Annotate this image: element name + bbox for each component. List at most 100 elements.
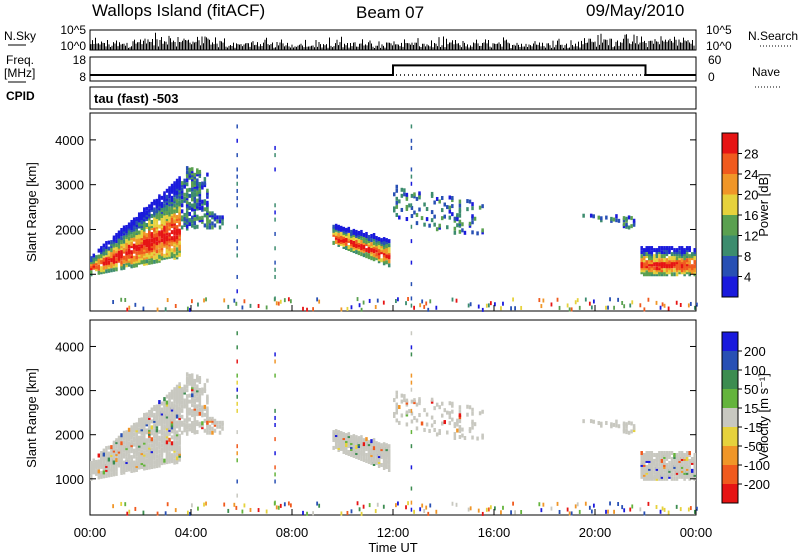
scatter-cell bbox=[655, 505, 658, 510]
scatter-cell bbox=[574, 300, 577, 305]
scatter-cell bbox=[211, 426, 214, 431]
scatter-cell bbox=[203, 183, 207, 188]
scatter-cell bbox=[175, 178, 179, 183]
scatter-cell bbox=[127, 240, 131, 245]
scatter-cell bbox=[158, 244, 161, 249]
scatter-cell bbox=[150, 250, 154, 255]
scatter-cell bbox=[165, 247, 169, 252]
scatter-cell bbox=[387, 251, 391, 256]
scatter-cell bbox=[566, 303, 569, 308]
scatter-cell bbox=[105, 461, 108, 466]
scatter-cell bbox=[385, 250, 388, 255]
scatter-cell bbox=[385, 244, 388, 249]
scatter-cell bbox=[648, 262, 651, 267]
scatter-cell bbox=[158, 232, 161, 237]
scatter-cell bbox=[653, 474, 656, 479]
scatter-cell bbox=[173, 434, 176, 439]
scatter-cell bbox=[185, 218, 189, 223]
scatter-cell bbox=[597, 215, 601, 220]
scatter-cell bbox=[421, 299, 424, 304]
scatter-cell bbox=[663, 451, 666, 456]
scatter-cell bbox=[150, 238, 154, 243]
scatter-cell bbox=[405, 194, 409, 199]
scatter-cell bbox=[137, 236, 141, 241]
scatter-cell bbox=[155, 210, 159, 215]
y-tick-label: 4000 bbox=[55, 339, 84, 354]
scatter-cell bbox=[112, 267, 116, 272]
scatter-cell bbox=[163, 199, 166, 204]
scatter-cell bbox=[478, 205, 482, 210]
scatter-cell bbox=[458, 405, 462, 410]
scatter-cell bbox=[125, 224, 128, 229]
scatter-cell bbox=[410, 303, 413, 308]
scatter-cell bbox=[148, 232, 151, 237]
noise-sky-trace bbox=[90, 32, 695, 50]
scatter-cell bbox=[185, 388, 189, 393]
scatter-cell bbox=[173, 409, 176, 414]
scatter-cell bbox=[347, 234, 351, 239]
scatter-cell bbox=[512, 501, 514, 506]
scatter-cell bbox=[153, 237, 156, 242]
scatter-cell bbox=[397, 297, 399, 302]
scatter-cell bbox=[663, 246, 666, 251]
scatter-cell bbox=[127, 453, 131, 458]
scatter-cell bbox=[642, 476, 646, 481]
scatter-cell bbox=[175, 251, 179, 256]
scatter-cell bbox=[423, 508, 426, 513]
scatter-cell bbox=[615, 419, 618, 424]
scatter-cell bbox=[660, 272, 664, 277]
scatter-cell bbox=[648, 260, 651, 265]
scatter-cell bbox=[405, 398, 409, 403]
scatter-cell bbox=[112, 251, 116, 256]
scatter-cell bbox=[137, 246, 141, 251]
scatter-cell bbox=[158, 196, 161, 201]
noise-left-tick-bottom: 10^0 bbox=[60, 39, 86, 53]
scatter-cell bbox=[440, 208, 444, 213]
scatter-cell bbox=[165, 210, 169, 215]
scatter-cell bbox=[670, 246, 674, 251]
scatter-cell bbox=[125, 245, 128, 250]
scatter-cell bbox=[375, 244, 378, 249]
scatter-cell bbox=[143, 231, 146, 236]
scatter-cell bbox=[107, 254, 111, 259]
scatter-cell bbox=[274, 415, 276, 420]
scatter-cell bbox=[287, 501, 290, 506]
scatter-cell bbox=[568, 511, 571, 516]
scatter-cell bbox=[670, 252, 674, 257]
scatter-cell bbox=[168, 212, 171, 217]
scatter-cell bbox=[180, 189, 184, 194]
scatter-cell bbox=[102, 265, 106, 270]
scatter-cell bbox=[421, 503, 424, 508]
scatter-cell bbox=[137, 252, 141, 257]
scatter-cell bbox=[367, 243, 371, 248]
scatter-cell bbox=[168, 216, 171, 221]
scatter-cell bbox=[645, 270, 648, 275]
scatter-cell bbox=[193, 205, 197, 210]
scatter-cell bbox=[135, 460, 138, 465]
scatter-cell bbox=[663, 268, 666, 273]
scatter-cell bbox=[510, 510, 512, 515]
colorbar-frame bbox=[721, 331, 739, 504]
x-tick-label: 12:00 bbox=[377, 525, 410, 540]
scatter-cell bbox=[168, 250, 171, 255]
scatter-cell bbox=[145, 212, 149, 217]
scatter-cell bbox=[160, 234, 164, 239]
scatter-cell bbox=[380, 244, 383, 249]
scatter-cell bbox=[196, 430, 199, 435]
scatter-cell bbox=[135, 227, 138, 232]
scatter-cell bbox=[130, 242, 133, 247]
scatter-cell bbox=[630, 429, 633, 434]
scatter-cell bbox=[678, 270, 681, 275]
scatter-cell bbox=[350, 248, 353, 253]
scatter-cell bbox=[148, 214, 151, 219]
scatter-cell bbox=[658, 248, 661, 253]
scatter-cell bbox=[592, 503, 595, 508]
scatter-cell bbox=[685, 268, 689, 273]
scatter-cell bbox=[188, 175, 191, 180]
scatter-cell bbox=[467, 507, 470, 512]
scatter-cell bbox=[107, 256, 111, 261]
scatter-cell bbox=[236, 380, 238, 385]
scatter-cell bbox=[143, 253, 146, 258]
scatter-cell bbox=[221, 217, 224, 222]
